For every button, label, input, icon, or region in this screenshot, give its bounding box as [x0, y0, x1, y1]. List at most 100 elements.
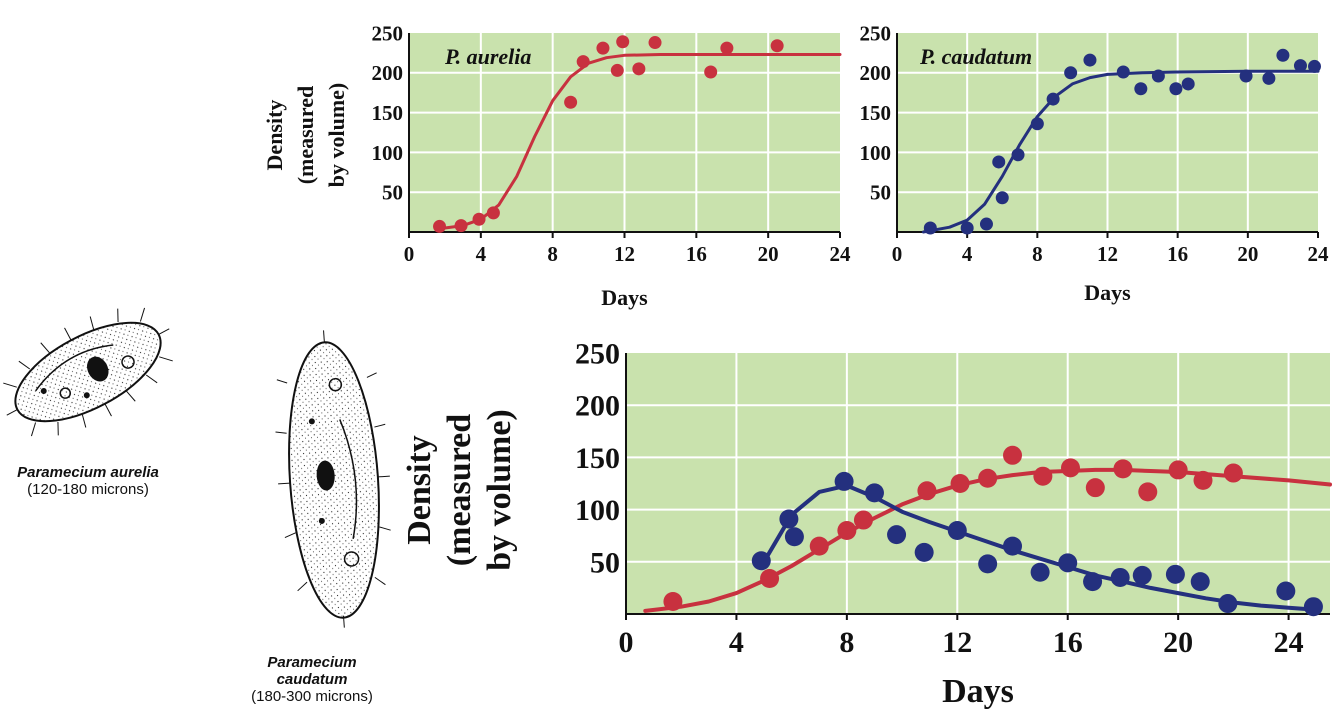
x-tick-label: 20 [1163, 626, 1193, 659]
plot-area [626, 353, 1330, 614]
x-tick-label: 20 [758, 242, 779, 266]
fit-curve-0 [434, 53, 842, 231]
x-axis-label: Days [1084, 280, 1131, 305]
data-point [1190, 572, 1210, 592]
data-point [1033, 466, 1053, 486]
data-point [1003, 536, 1023, 556]
data-point [1064, 66, 1078, 80]
data-point [1011, 148, 1025, 162]
y-tick-label: 150 [372, 101, 404, 125]
y-tick-label: 100 [860, 141, 892, 165]
data-point [1262, 71, 1276, 85]
data-point [1030, 562, 1050, 582]
data-point [564, 95, 578, 109]
y-tick-label: 200 [575, 390, 620, 423]
data-point [1151, 69, 1165, 83]
y-tick-label: 200 [860, 61, 892, 85]
data-point [1276, 48, 1290, 62]
data-point [1218, 594, 1238, 614]
data-point [1303, 597, 1323, 617]
x-tick-label: 0 [404, 242, 415, 266]
caudatum-caption: Paramecium caudatum (180-300 microns) [222, 654, 402, 705]
data-point [1223, 463, 1243, 483]
y-tick-label: 50 [590, 546, 620, 579]
data-point [760, 569, 780, 589]
data-point [917, 481, 937, 501]
chart-aurelia: 0 4 8 12 16 20 24 50 100 150 200 250 Days Density (mea… [262, 21, 851, 310]
data-point [914, 542, 934, 562]
data-point [1138, 482, 1158, 502]
data-point [853, 510, 873, 530]
aurelia-size: (120-180 microns) [27, 481, 149, 498]
data-point [1132, 565, 1152, 585]
data-point [1003, 445, 1023, 465]
y-tick-label: 200 [372, 61, 404, 85]
data-point [704, 65, 718, 79]
aurelia-caption: Paramecium aurelia (120-180 microns) [0, 464, 176, 498]
data-point [947, 520, 967, 540]
x-tick-label: 0 [892, 242, 903, 266]
x-tick-label: 4 [476, 242, 487, 266]
data-point [1083, 572, 1103, 592]
y-tick-label: 250 [575, 338, 620, 371]
data-point [1110, 567, 1130, 587]
data-point [1276, 581, 1296, 601]
data-point [950, 474, 970, 493]
data-point [616, 35, 630, 49]
data-point [992, 155, 1006, 169]
x-tick-label: 16 [1167, 242, 1188, 266]
data-point [433, 219, 447, 233]
y-tick-label: 100 [575, 494, 620, 527]
chart-title: P. caudatum [919, 44, 1032, 69]
paramecium-caudatum-illustration [275, 330, 391, 628]
data-point [779, 509, 799, 529]
data-point [751, 551, 771, 571]
y-axis-label-line: by volume) [324, 83, 349, 188]
caudatum-name-line2: caudatum [276, 671, 348, 688]
data-point [454, 219, 468, 233]
x-tick-label: 8 [547, 242, 558, 266]
y-axis-label-line: Density [401, 435, 438, 545]
y-tick-label: 150 [575, 442, 620, 475]
data-point [923, 221, 937, 235]
data-point [632, 62, 646, 76]
caudatum-size: (180-300 microns) [251, 688, 373, 705]
data-point [1239, 69, 1253, 83]
data-point [1193, 470, 1213, 490]
data-point [1293, 59, 1307, 73]
data-point [610, 63, 624, 77]
x-tick-label: 12 [1097, 242, 1118, 266]
y-axis-label-line: by volume) [481, 409, 518, 571]
x-tick-label: 24 [830, 242, 852, 266]
x-tick-label: 12 [942, 626, 972, 659]
data-point [596, 41, 610, 55]
y-axis-label-line: (measured [441, 414, 478, 566]
y-tick-label: 250 [372, 21, 404, 45]
x-tick-label: 12 [614, 242, 635, 266]
data-point [472, 212, 486, 226]
data-point [1307, 59, 1321, 73]
caudatum-name-line1: Paramecium [267, 654, 357, 671]
data-point [1058, 553, 1078, 573]
x-tick-label: 8 [1032, 242, 1043, 266]
x-tick-label: 16 [1053, 626, 1083, 659]
data-point [648, 36, 662, 50]
y-tick-label: 50 [382, 181, 403, 205]
chart-title: P. aurelia [444, 44, 531, 69]
data-point [784, 527, 804, 547]
data-point [864, 483, 884, 503]
y-axis-label-line: Density [262, 100, 287, 171]
data-point [887, 525, 907, 545]
y-axis-label-line: (measured [293, 86, 318, 185]
data-point [960, 221, 974, 235]
data-point [1085, 478, 1105, 498]
data-point [1113, 459, 1133, 479]
data-point [770, 39, 784, 53]
y-tick-label: 100 [372, 141, 404, 165]
data-point [979, 217, 993, 231]
x-tick-label: 20 [1237, 242, 1258, 266]
data-point [809, 536, 829, 556]
data-point [1165, 564, 1185, 584]
data-point [1030, 117, 1044, 131]
